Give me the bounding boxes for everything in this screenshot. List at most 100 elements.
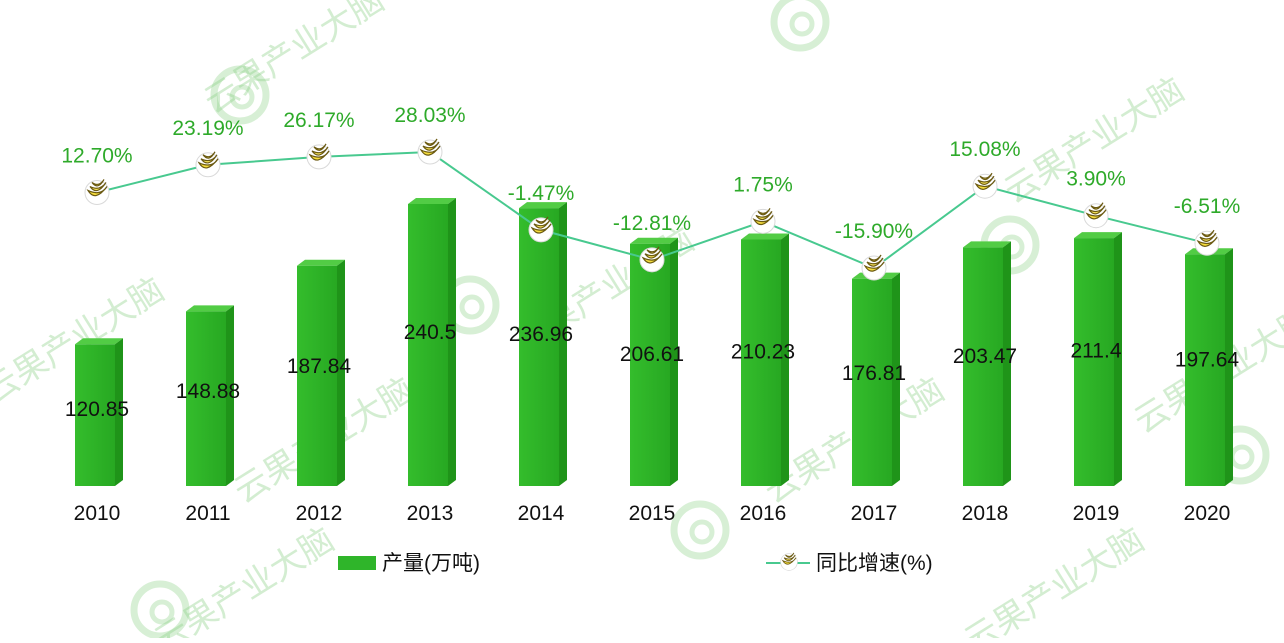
- growth-value-label: 15.08%: [949, 138, 1020, 161]
- bar-value-label: 148.88: [176, 380, 240, 403]
- x-tick-label: 2014: [518, 502, 565, 525]
- growth-value-label: 28.03%: [394, 104, 465, 127]
- bar-top-face: [519, 202, 567, 209]
- bar-2011: [186, 305, 234, 486]
- banana-fruit: [86, 186, 108, 197]
- bar-side-face: [1225, 248, 1233, 486]
- bar-top-face: [408, 198, 456, 204]
- bar-2016: [741, 233, 789, 486]
- banana-fruit: [535, 216, 549, 224]
- legend-bar-swatch: [338, 556, 376, 570]
- bar-side-face: [337, 259, 345, 486]
- banana-icon: [972, 172, 998, 199]
- banana-fruit: [200, 154, 218, 164]
- banana-fruit: [785, 552, 795, 558]
- banana-fruit: [424, 138, 438, 146]
- bar-value-label: 211.4: [1071, 340, 1122, 363]
- growth-value-label: 26.17%: [283, 109, 354, 132]
- watermark-logo-icon: [770, 0, 830, 52]
- banana-fruit: [197, 158, 219, 169]
- banana-icon: [750, 208, 776, 234]
- watermark-logo-core: [789, 11, 815, 37]
- bar-value-label: 206.61: [620, 343, 684, 366]
- watermark-text: 云果产业大脑: [957, 520, 1151, 638]
- growth-value-label: -15.90%: [835, 220, 913, 243]
- bar-front-face: [186, 311, 226, 486]
- bar-2019: [1074, 232, 1122, 486]
- banana-fruit: [644, 249, 662, 259]
- bar-value-label: 240.5: [404, 321, 457, 344]
- watermark-logo-icon: [130, 580, 190, 640]
- bar-2017: [852, 272, 900, 486]
- banana-fruit: [974, 179, 996, 190]
- legend-item-bar: 产量(万吨): [338, 552, 480, 575]
- x-tick-label: 2013: [407, 502, 454, 525]
- bar-2012: [297, 259, 345, 486]
- watermark-logo-ring: [130, 580, 190, 640]
- x-tick-label: 2016: [740, 502, 787, 525]
- bar-value-label: 120.85: [65, 398, 129, 421]
- growth-value-label: -6.51%: [1174, 195, 1241, 218]
- banana-fruit: [1199, 232, 1217, 242]
- watermark-logo-ring: [770, 0, 830, 52]
- watermark-logo-ring: [670, 500, 730, 560]
- bar-top-face: [630, 237, 678, 244]
- banana-fruit: [757, 208, 771, 216]
- bar-front-face: [408, 204, 448, 486]
- bar-value-label: 210.23: [731, 340, 795, 363]
- bar-side-face: [115, 338, 123, 486]
- watermark-logo-core: [149, 599, 175, 625]
- watermark-text: 云果产业大脑: [197, 0, 391, 122]
- x-tick-label: 2018: [962, 502, 1009, 525]
- bar-2014: [519, 202, 567, 486]
- bar-side-face: [892, 272, 900, 486]
- bar-value-label: 197.64: [1175, 349, 1240, 372]
- banana-icon: [1194, 229, 1220, 256]
- bar-value-label: 203.47: [953, 345, 1017, 368]
- bar-front-face: [852, 278, 892, 486]
- bar-front-face: [75, 344, 115, 486]
- watermark-logo-core: [689, 519, 715, 545]
- banana-fruit: [311, 146, 329, 156]
- bar-value-label: 187.84: [287, 355, 352, 378]
- bar-top-face: [963, 241, 1011, 248]
- watermark-text: 云果产业大脑: [147, 520, 341, 638]
- banana-icon: [306, 143, 332, 170]
- banana-fruit: [202, 151, 216, 159]
- bar-2010: [75, 338, 123, 486]
- growth-value-label: -12.81%: [613, 212, 691, 235]
- x-tick-label: 2019: [1073, 502, 1120, 525]
- legend-line-label: 同比增速(%): [816, 552, 933, 575]
- banana-fruit: [313, 143, 327, 151]
- growth-value-label: 23.19%: [172, 117, 243, 140]
- x-tick-label: 2011: [185, 502, 230, 525]
- watermark-logo-ring: [210, 65, 270, 125]
- watermark-logo-icon: [210, 65, 270, 125]
- watermark-logo-icon: [670, 500, 730, 560]
- watermark-logo-core: [1229, 444, 1255, 470]
- x-tick-label: 2017: [851, 502, 898, 525]
- growth-value-label: 3.90%: [1066, 168, 1126, 191]
- bar-2013: [408, 198, 456, 486]
- bar-front-face: [519, 208, 559, 486]
- banana-fruit: [783, 554, 796, 562]
- banana-fruit: [868, 254, 882, 262]
- legend: 产量(万吨) 同比增速(%): [338, 552, 933, 575]
- growth-line-layer: 12.70% 23.19% 26.17% 28.03% -1.47% -12.81% 1.7…: [61, 104, 1241, 281]
- banana-fruit: [89, 182, 107, 192]
- x-tick-label: 2020: [1184, 502, 1231, 525]
- banana-fruit: [1201, 229, 1215, 238]
- bar-labels-layer: 120.85 148.88 187.84 240.5 236.96 206.61 210.2…: [65, 321, 1240, 421]
- banana-icon: [1083, 202, 1109, 229]
- banana-icon: [417, 138, 443, 165]
- banana-fruit: [1088, 205, 1106, 215]
- banana-fruit: [419, 145, 441, 156]
- bar-top-face: [75, 338, 123, 345]
- banana-fruit: [1090, 202, 1104, 210]
- legend-bar-label: 产量(万吨): [382, 552, 480, 575]
- growth-value-label: -1.47%: [508, 182, 575, 205]
- banana-fruit: [530, 223, 552, 234]
- bar-value-label: 176.81: [842, 362, 906, 385]
